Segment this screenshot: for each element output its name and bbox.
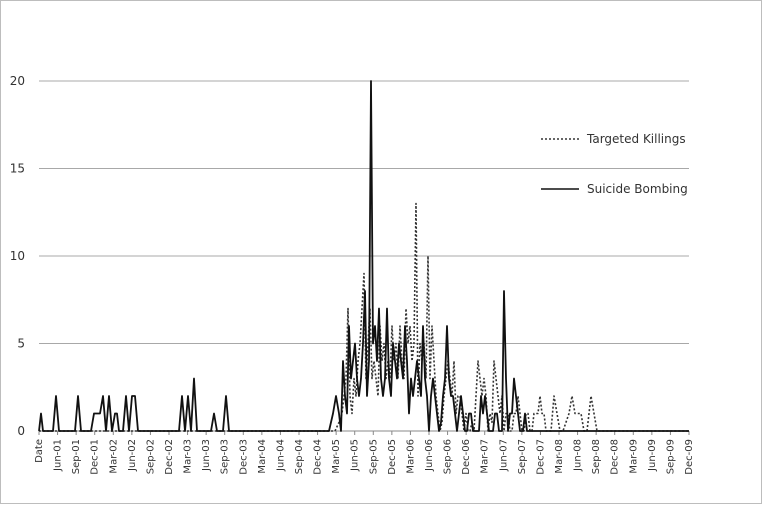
series-line-0 bbox=[39, 202, 689, 432]
x-tick-label: Mar-09 bbox=[628, 439, 639, 474]
legend-label-1: Suicide Bombing bbox=[587, 182, 688, 196]
x-tick-label: Mar-07 bbox=[480, 439, 491, 474]
x-tick-label: Jun-03 bbox=[201, 439, 212, 472]
x-tick-label: Sep-06 bbox=[443, 439, 454, 474]
x-tick-label: Dec-06 bbox=[461, 439, 472, 475]
x-tick-label: Sep-03 bbox=[220, 439, 231, 474]
y-tick-label: 5 bbox=[17, 337, 25, 351]
x-tick-label: Jun-08 bbox=[573, 439, 584, 472]
x-tick-label: Jun-05 bbox=[350, 439, 361, 472]
x-tick-label: Mar-04 bbox=[257, 439, 268, 474]
x-tick-label: Sep-07 bbox=[517, 439, 528, 474]
x-tick-label: Sep-08 bbox=[591, 439, 602, 474]
x-tick-label: Date bbox=[34, 439, 45, 463]
x-tick-label: Jun-04 bbox=[275, 439, 286, 472]
x-axis-ticks: Date Jun-01 Sep-01 Dec-01 Mar-02 Jun-02 Sep-02… bbox=[34, 431, 695, 475]
x-tick-label: Mar-05 bbox=[331, 439, 342, 474]
x-tick-label: Sep-01 bbox=[71, 439, 82, 474]
x-tick-label: Dec-09 bbox=[684, 439, 695, 475]
x-tick-label: Jun-06 bbox=[424, 439, 435, 472]
x-tick-label: Jun-01 bbox=[53, 439, 64, 472]
x-tick-label: Dec-01 bbox=[90, 439, 101, 475]
gridlines bbox=[39, 80, 689, 344]
x-tick-label: Dec-04 bbox=[313, 439, 324, 475]
x-tick-label: Jun-07 bbox=[498, 439, 509, 472]
x-tick-label: Dec-03 bbox=[238, 439, 249, 475]
y-tick-label: 10 bbox=[10, 249, 25, 263]
x-tick-label: Jun-02 bbox=[127, 439, 138, 472]
x-tick-label: Sep-04 bbox=[294, 439, 305, 474]
y-tick-label: 20 bbox=[10, 74, 25, 88]
x-tick-label: Dec-02 bbox=[164, 439, 175, 475]
x-tick-label: Dec-08 bbox=[610, 439, 621, 475]
y-tick-label: 15 bbox=[10, 162, 25, 176]
x-tick-label: Dec-07 bbox=[535, 439, 546, 475]
x-tick-label: Sep-05 bbox=[368, 439, 379, 474]
y-axis-ticks: 0 5 10 15 20 bbox=[10, 74, 25, 438]
legend-label-0: Targeted Killings bbox=[586, 132, 686, 146]
x-tick-label: Mar-06 bbox=[405, 439, 416, 474]
x-tick-label: Jun-09 bbox=[647, 439, 658, 472]
x-tick-label: Sep-02 bbox=[145, 439, 156, 474]
y-tick-label: 0 bbox=[17, 424, 25, 438]
x-tick-label: Mar-03 bbox=[183, 439, 194, 474]
x-tick-label: Dec-05 bbox=[387, 439, 398, 475]
x-tick-label: Sep-09 bbox=[665, 439, 676, 474]
x-tick-label: Mar-08 bbox=[554, 439, 565, 474]
legend: Targeted Killings Suicide Bombing bbox=[541, 132, 688, 196]
series-line-1 bbox=[38, 80, 689, 432]
x-tick-label: Mar-02 bbox=[108, 439, 119, 474]
series-lines bbox=[38, 80, 689, 432]
